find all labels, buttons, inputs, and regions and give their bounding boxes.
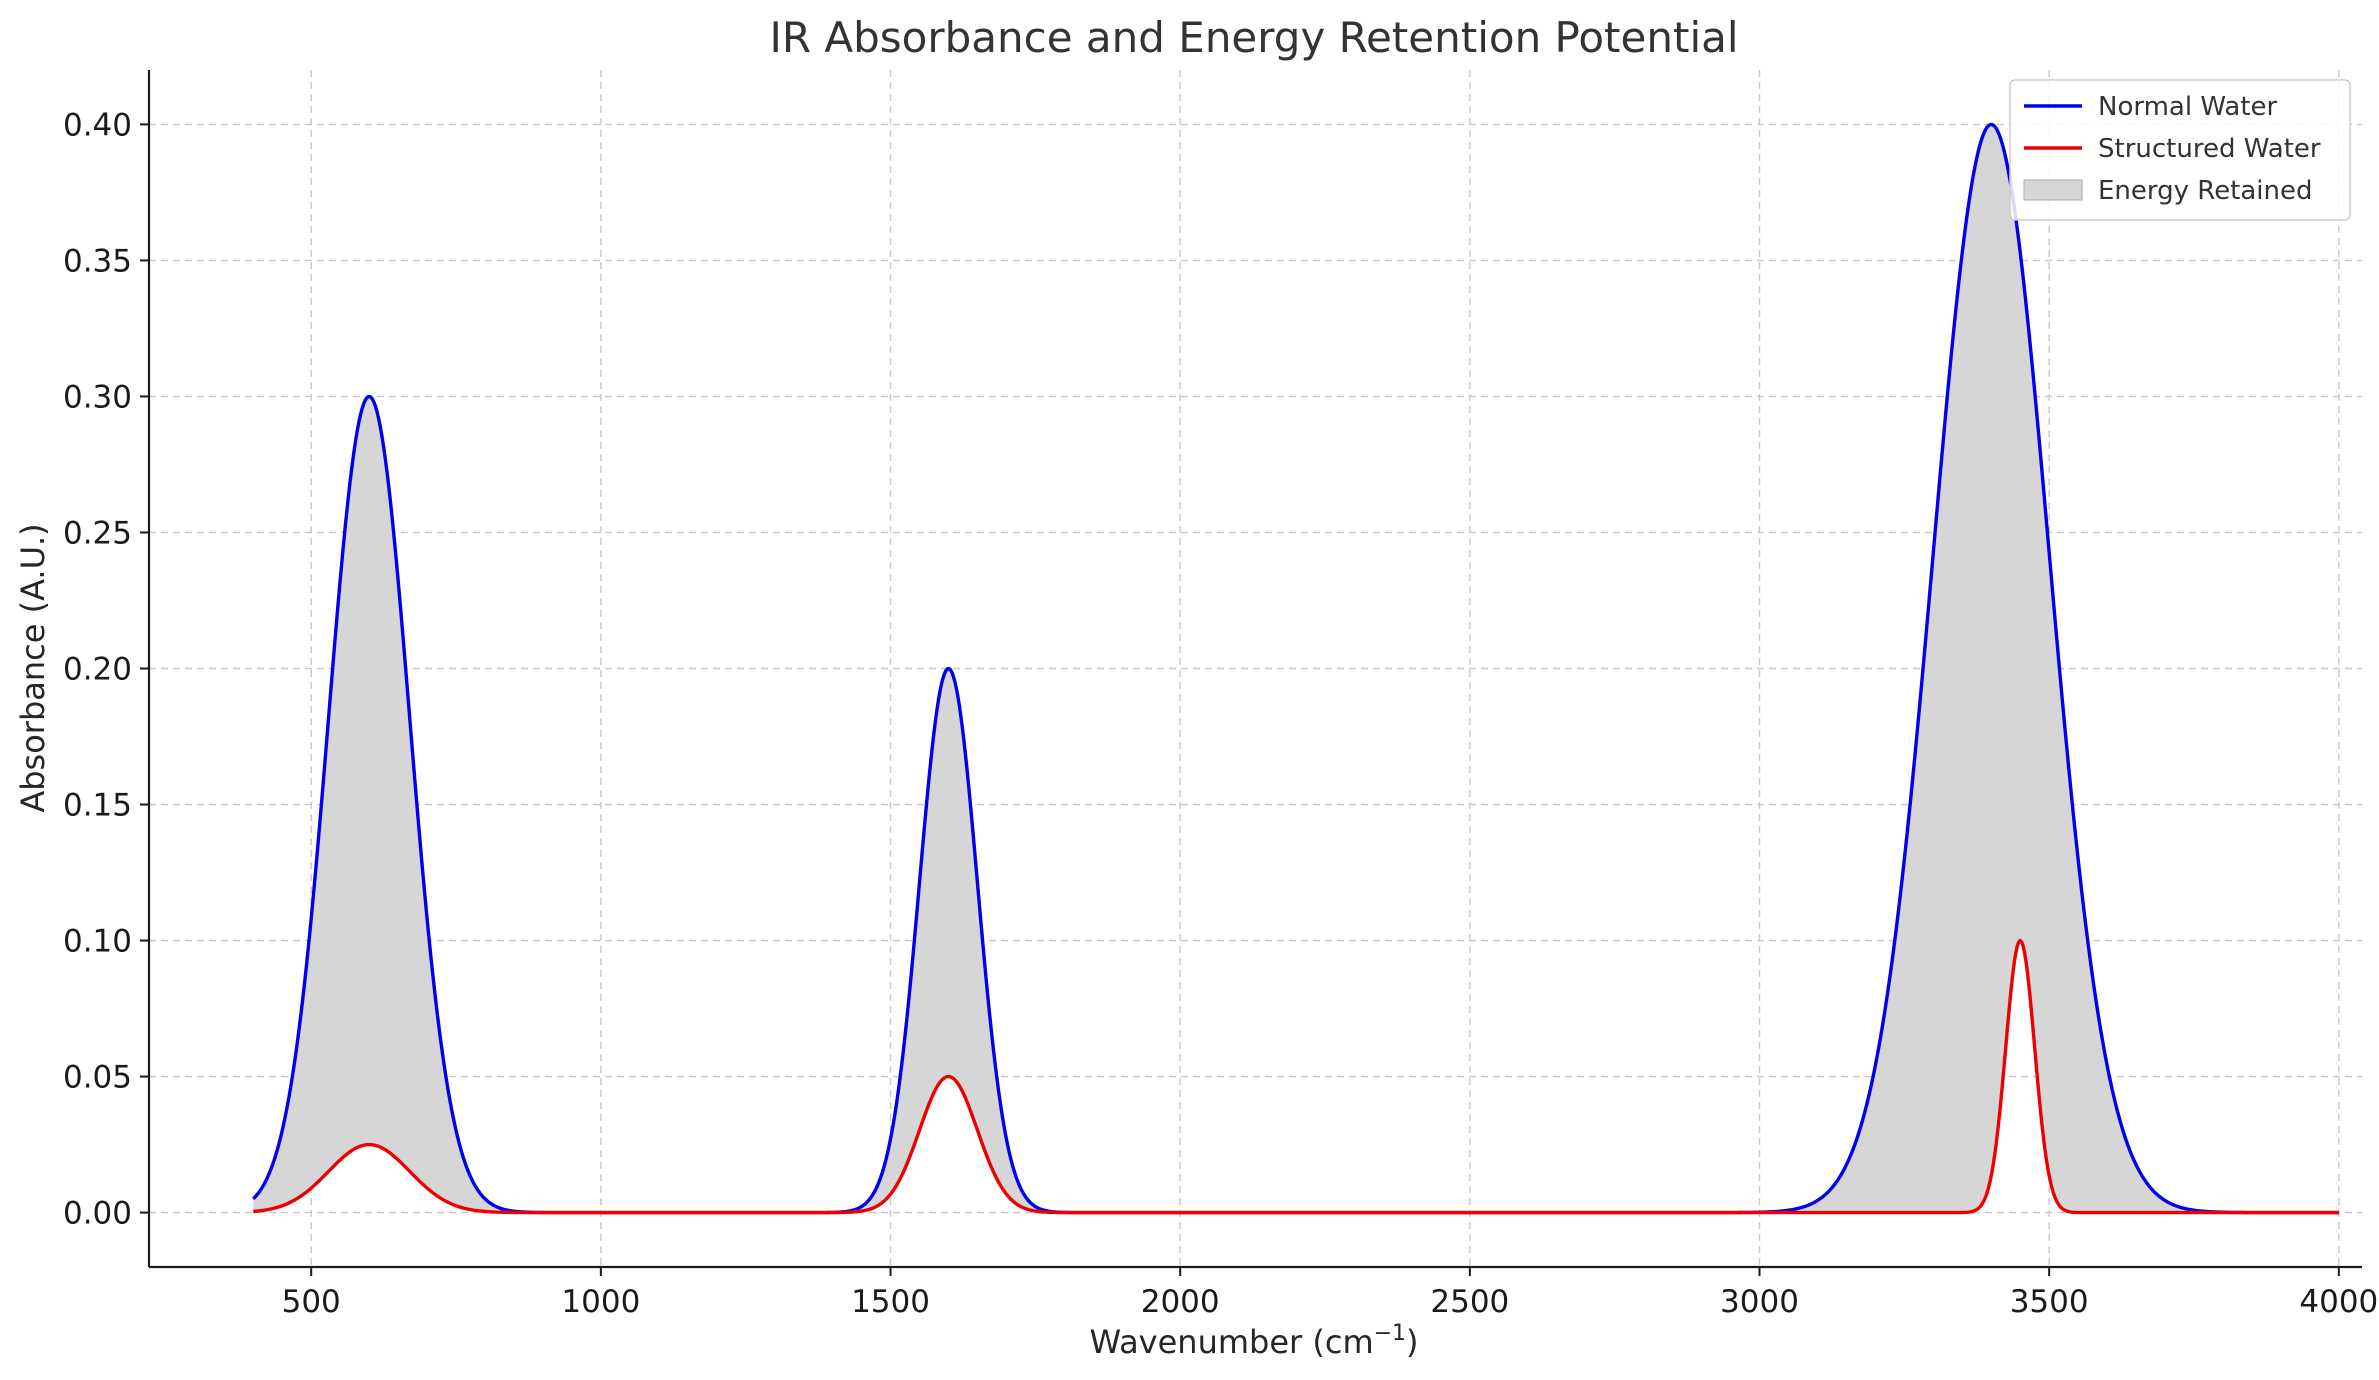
x-axis-label-sup: −1 xyxy=(1374,1321,1406,1346)
x-tick-label: 3000 xyxy=(1720,1284,1799,1320)
y-tick-label: 0.15 xyxy=(63,788,132,824)
y-tick-label: 0.05 xyxy=(63,1060,132,1096)
y-tick-label: 0.30 xyxy=(63,379,132,415)
chart-title: IR Absorbance and Energy Retention Poten… xyxy=(769,13,1738,62)
y-tick-label: 0.10 xyxy=(63,924,132,960)
x-axis-label-text: Wavenumber (cm xyxy=(1089,1323,1373,1361)
x-tick-label: 1500 xyxy=(851,1284,930,1320)
x-tick-label: 4000 xyxy=(2299,1284,2378,1320)
y-axis-label: Absorbance (A.U.) xyxy=(14,523,52,812)
x-tick-label: 3500 xyxy=(2010,1284,2089,1320)
x-axis-label: Wavenumber (cm−1) xyxy=(1089,1321,1418,1361)
legend-label-normal-water: Normal Water xyxy=(2098,92,2278,122)
x-axis-label-close: ) xyxy=(1406,1323,1418,1361)
y-ticks: 0.00 0.05 0.10 0.15 0.20 0.25 0.30 0.35 0.40 xyxy=(63,107,149,1232)
legend-box xyxy=(2009,79,2351,221)
legend-swatch-energy-retained xyxy=(2023,179,2083,201)
y-tick-label: 0.00 xyxy=(63,1196,132,1232)
structured-water-line xyxy=(253,938,2340,1215)
x-tick-label: 500 xyxy=(282,1284,341,1320)
series-lines xyxy=(252,122,2340,1215)
y-tick-label: 0.35 xyxy=(63,243,132,279)
legend-label-energy-retained: Energy Retained xyxy=(2098,176,2313,206)
x-tick-label: 1000 xyxy=(561,1284,640,1320)
y-tick-label: 0.20 xyxy=(63,652,132,688)
x-tick-label: 2000 xyxy=(1141,1284,1220,1320)
legend-label-structured-water: Structured Water xyxy=(2098,134,2321,164)
x-tick-label: 2500 xyxy=(1430,1284,1509,1320)
legend: Normal Water Structured Water Energy Ret… xyxy=(2009,79,2351,221)
y-tick-label: 0.25 xyxy=(63,515,132,551)
y-tick-label: 0.40 xyxy=(63,107,132,143)
x-ticks: 500 1000 1500 2000 2500 3000 3500 4000 xyxy=(282,1267,2378,1320)
